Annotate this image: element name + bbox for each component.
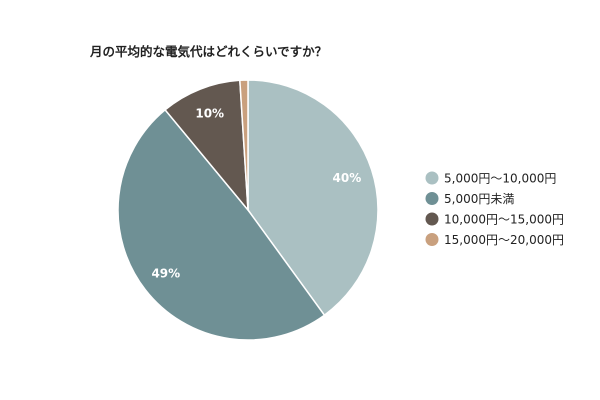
- legend: 5,000円～10,000円 5,000円未満 10,000円～15,000円 15,…: [425, 171, 564, 247]
- legend-label: 5,000円～10,000円: [444, 172, 556, 186]
- chart-title: 月の平均的な電気代はどれくらいですか？: [90, 44, 328, 59]
- slice-data-label: 49%: [151, 267, 180, 281]
- legend-marker: [425, 171, 439, 185]
- slices-layer: [117, 79, 379, 341]
- pie-slice: [239, 79, 249, 211]
- pie-slice: [164, 79, 249, 213]
- pie-slice: [117, 108, 326, 341]
- legend-marker: [425, 233, 439, 246]
- slice-data-label: 40%: [333, 171, 362, 185]
- legend-marker: [425, 212, 439, 226]
- legend-label: 15,000円～20,000円: [444, 233, 564, 247]
- pie-slice: [247, 79, 379, 317]
- legend-label: 5,000円未満: [444, 192, 514, 206]
- slice-labels-layer: 40% 49% 10%: [151, 106, 361, 280]
- legend-label: 10,000円～15,000円: [444, 213, 564, 227]
- slice-data-label: 10%: [195, 106, 224, 120]
- legend-marker: [425, 192, 439, 205]
